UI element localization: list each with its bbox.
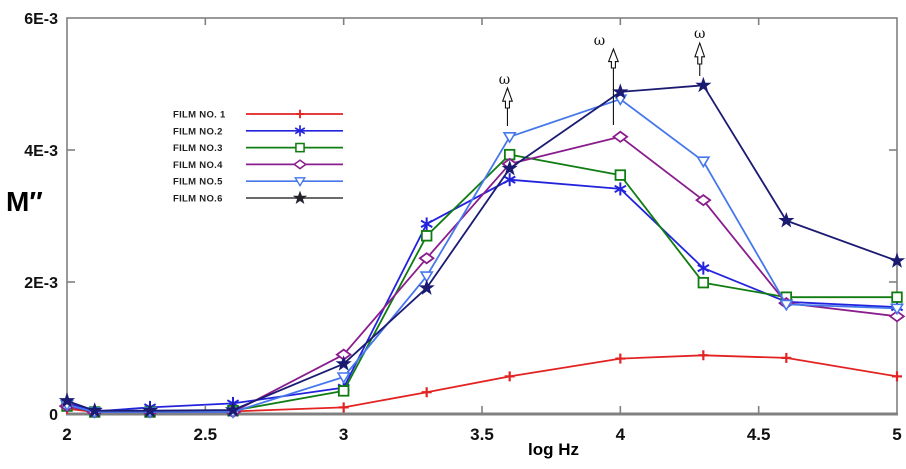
legend-label-film-no-2: FILM NO.2 [173,126,223,137]
omega-annotation-3: ω [694,26,705,76]
series-film-no-4 [58,130,906,419]
omega-annotation-1: ω [499,72,514,126]
y-tick-label-0: 0 [49,407,58,424]
y-tick-label-2E-3: 2E-3 [24,275,58,292]
omega-symbol: ω [594,33,605,49]
omega-symbol: ω [694,26,705,42]
x-tick-label-5: 5 [892,425,901,444]
x-tick-label-2: 2 [62,425,71,444]
x-axis-title: log Hz [528,440,579,459]
x-tick-label-4.5: 4.5 [747,425,771,444]
legend-item-film-no-1: FILM NO. 1 [173,110,343,121]
legend-label-film-no-4: FILM NO.4 [173,160,223,171]
y-tick-label-4E-3: 4E-3 [24,143,58,160]
series-line-film-no-1 [66,354,898,413]
legend-item-film-no-3: FILM NO.3 [173,142,343,154]
omega-symbol: ω [499,72,510,88]
legend-label-film-no-6: FILM NO.6 [173,194,223,205]
x-tick-label-3: 3 [339,425,348,444]
omega-annotation-2: ω [594,33,620,125]
x-tick-label-4: 4 [616,425,626,444]
legend-label-film-no-3: FILM NO.3 [173,143,223,154]
x-tick-label-3.5: 3.5 [470,425,494,444]
y-axis-title: M″ [6,186,43,217]
legend-item-film-no-5: FILM NO.5 [173,177,343,188]
x-tick-label-2.5: 2.5 [194,425,218,444]
up-arrow-icon [607,47,620,69]
series-film-no-6 [58,76,906,418]
legend-item-film-no-2: FILM NO.2 [173,125,343,137]
series-film-no-3 [61,148,903,418]
legend-item-film-no-4: FILM NO.4 [173,159,343,171]
plot-frame [66,17,898,415]
legend-label-film-no-5: FILM NO.5 [173,177,223,188]
up-arrow-icon [694,41,706,65]
legend-item-film-no-6: FILM NO.6 [173,190,343,205]
legend-label-film-no-1: FILM NO. 1 [173,110,226,121]
y-tick-label-6E-3: 6E-3 [24,11,58,28]
up-arrow-icon [501,86,514,109]
